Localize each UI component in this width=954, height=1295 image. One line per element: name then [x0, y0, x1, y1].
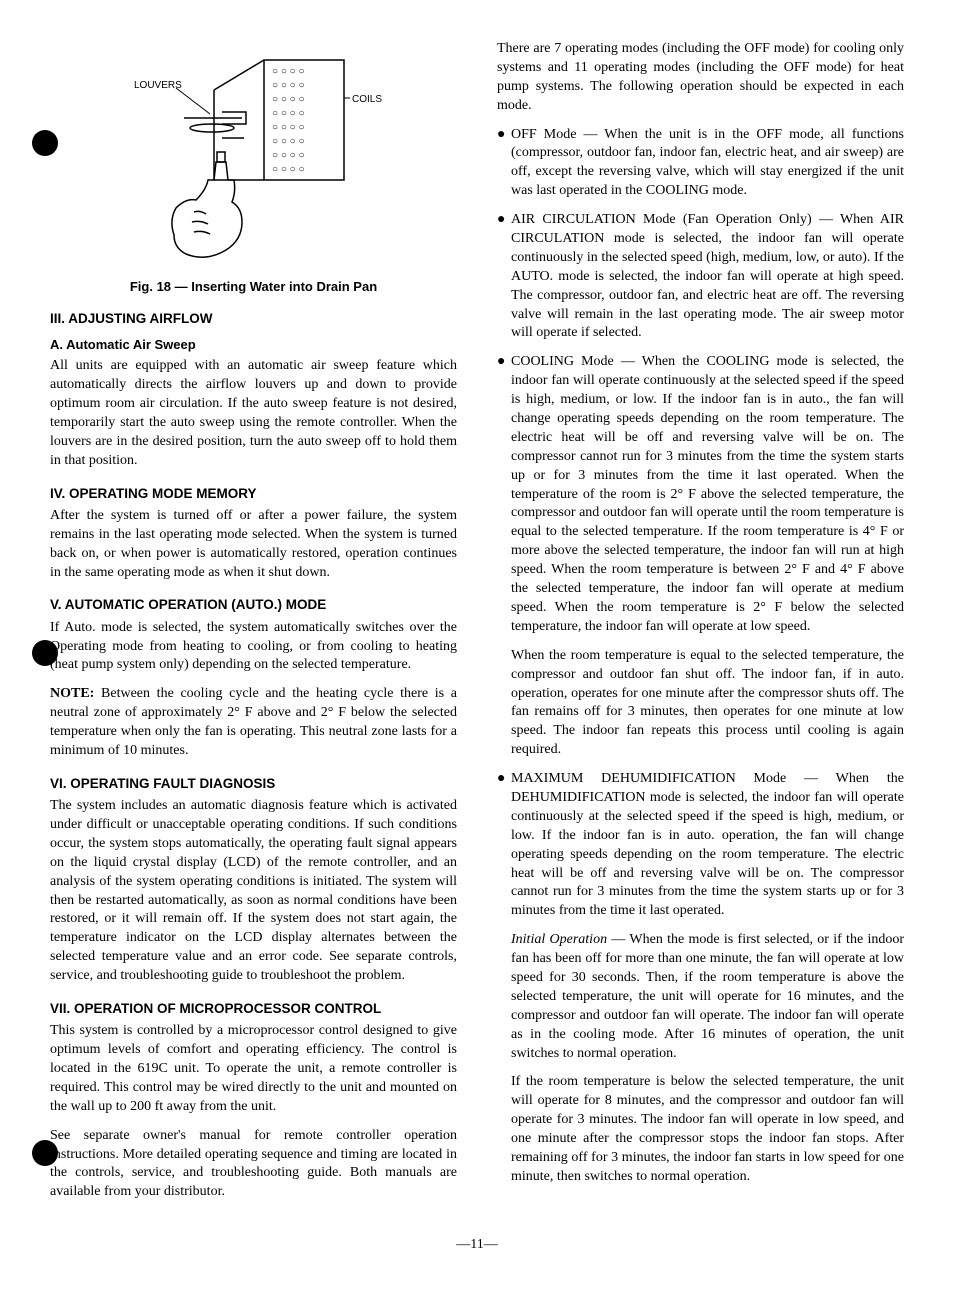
heading-iv: IV. OPERATING MODE MEMORY — [50, 485, 457, 503]
right-column: There are 7 operating modes (including t… — [497, 40, 904, 1212]
heading-vii: VII. OPERATION OF MICROPROCESSOR CONTROL — [50, 1000, 457, 1018]
page-number: —11— — [50, 1236, 904, 1255]
left-column: ○ ○ ○ ○ ○ ○ ○ ○ ○ ○ ○ ○ ○ ○ ○ ○ ○ ○ ○ ○ … — [50, 40, 457, 1212]
figure-coils-label: COILS — [352, 94, 382, 105]
para-v-a: If Auto. mode is selected, the system au… — [50, 619, 457, 676]
hole-punch-dot — [32, 1140, 58, 1173]
para-iii-a: All units are equipped with an automatic… — [50, 357, 457, 470]
bullet-off-mode: ● OFF Mode — When the unit is in the OFF… — [497, 126, 904, 202]
svg-text:○ ○ ○ ○: ○ ○ ○ ○ — [272, 94, 305, 105]
bullet-max-dehumid: ● MAXIMUM DEHUMIDIFICATION Mode — When t… — [497, 770, 904, 1187]
bullet-cooling: ● COOLING Mode — When the COOLING mode i… — [497, 353, 904, 760]
para-vii-a: This system is controlled by a microproc… — [50, 1022, 457, 1116]
para-vi: The system includes an automatic diagnos… — [50, 797, 457, 986]
svg-text:○ ○ ○ ○: ○ ○ ○ ○ — [272, 164, 305, 175]
figure-18: ○ ○ ○ ○ ○ ○ ○ ○ ○ ○ ○ ○ ○ ○ ○ ○ ○ ○ ○ ○ … — [50, 40, 457, 296]
svg-text:○ ○ ○ ○: ○ ○ ○ ○ — [272, 136, 305, 147]
heading-iii-a: A. Automatic Air Sweep — [50, 336, 457, 354]
para-vii-b: See separate owner's manual for remote c… — [50, 1127, 457, 1203]
svg-text:○ ○ ○ ○: ○ ○ ○ ○ — [272, 122, 305, 133]
heading-v: V. AUTOMATIC OPERATION (AUTO.) MODE — [50, 596, 457, 614]
hole-punch-dot — [32, 130, 58, 163]
figure-caption: Fig. 18 — Inserting Water into Drain Pan — [50, 278, 457, 296]
hole-punch-dot — [32, 640, 58, 673]
svg-text:○ ○ ○ ○: ○ ○ ○ ○ — [272, 108, 305, 119]
figure-louvers-label: LOUVERS — [134, 80, 182, 91]
svg-text:○ ○ ○ ○: ○ ○ ○ ○ — [272, 80, 305, 91]
svg-text:○ ○ ○ ○: ○ ○ ○ ○ — [272, 66, 305, 77]
right-intro: There are 7 operating modes (including t… — [497, 40, 904, 116]
para-v-note: NOTE: Between the cooling cycle and the … — [50, 685, 457, 761]
bullet-air-circulation: ● AIR CIRCULATION Mode (Fan Operation On… — [497, 211, 904, 343]
heading-iii: III. ADJUSTING AIRFLOW — [50, 310, 457, 328]
svg-text:○ ○ ○ ○: ○ ○ ○ ○ — [272, 150, 305, 161]
heading-vi: VI. OPERATING FAULT DIAGNOSIS — [50, 775, 457, 793]
para-iv: After the system is turned off or after … — [50, 507, 457, 583]
